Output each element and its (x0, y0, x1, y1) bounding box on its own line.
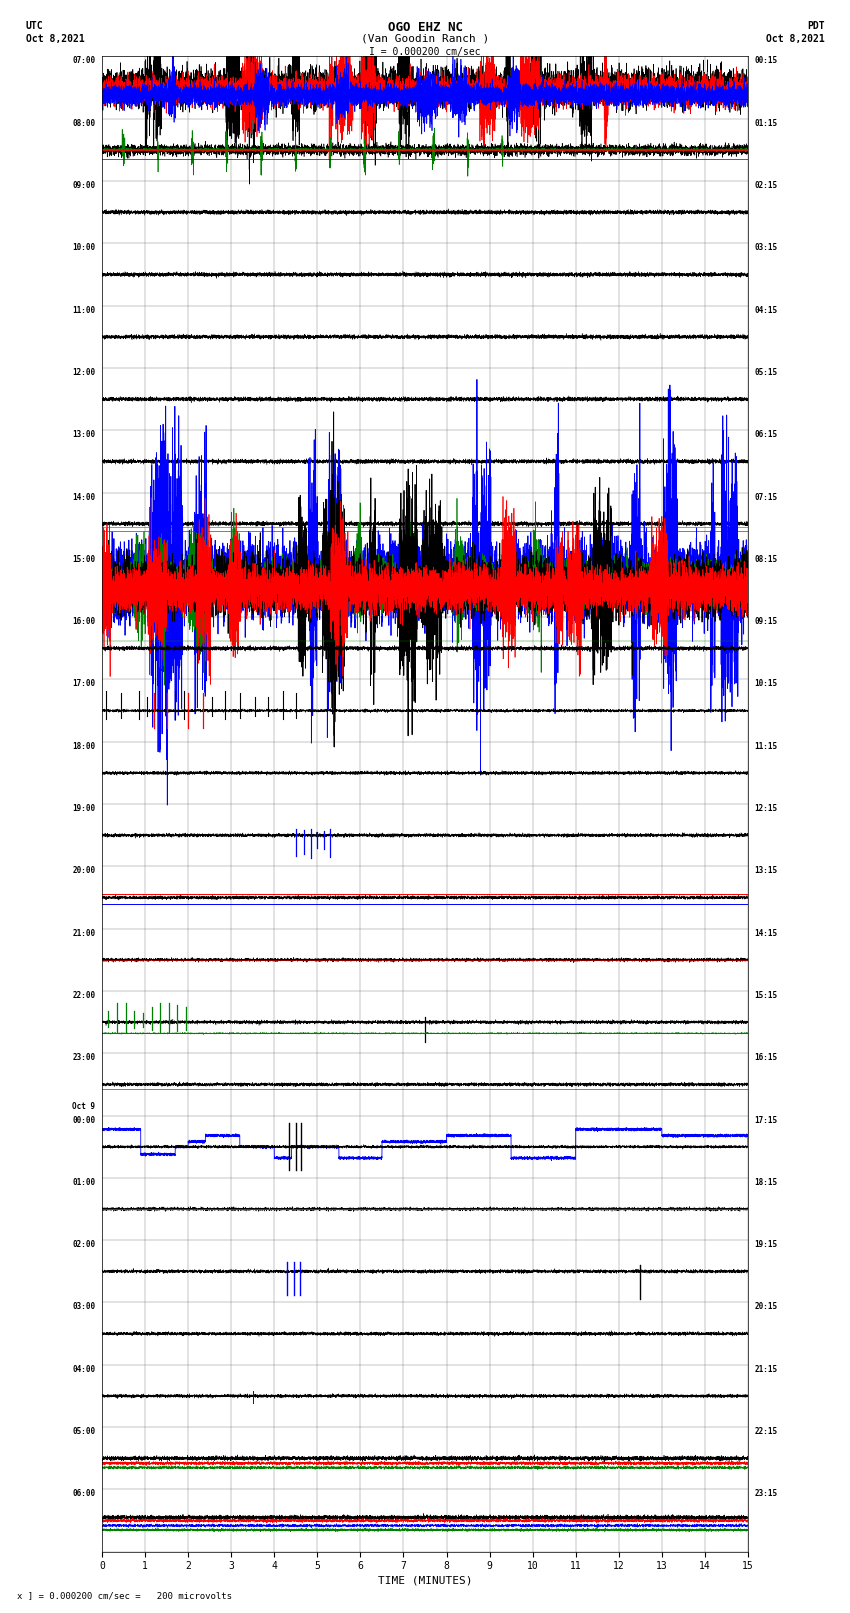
Text: 06:15: 06:15 (755, 431, 778, 439)
Text: 02:15: 02:15 (755, 181, 778, 190)
Text: 08:00: 08:00 (72, 119, 95, 127)
Text: 17:00: 17:00 (72, 679, 95, 689)
Text: 18:00: 18:00 (72, 742, 95, 750)
Text: 20:15: 20:15 (755, 1303, 778, 1311)
Text: x ] = 0.000200 cm/sec =   200 microvolts: x ] = 0.000200 cm/sec = 200 microvolts (17, 1590, 232, 1600)
Text: 21:00: 21:00 (72, 929, 95, 937)
Text: 15:00: 15:00 (72, 555, 95, 565)
Text: 00:00: 00:00 (72, 1116, 95, 1124)
Text: Oct 8,2021: Oct 8,2021 (26, 34, 84, 44)
Text: 23:00: 23:00 (72, 1053, 95, 1063)
Text: 20:00: 20:00 (72, 866, 95, 876)
Text: 10:00: 10:00 (72, 244, 95, 252)
X-axis label: TIME (MINUTES): TIME (MINUTES) (377, 1576, 473, 1586)
Text: 06:00: 06:00 (72, 1489, 95, 1498)
Text: (Van Goodin Ranch ): (Van Goodin Ranch ) (361, 34, 489, 44)
Text: 14:00: 14:00 (72, 492, 95, 502)
Text: 08:15: 08:15 (755, 555, 778, 565)
Text: 15:15: 15:15 (755, 990, 778, 1000)
Text: 03:15: 03:15 (755, 244, 778, 252)
Text: 07:15: 07:15 (755, 492, 778, 502)
Text: 09:00: 09:00 (72, 181, 95, 190)
Text: 22:00: 22:00 (72, 990, 95, 1000)
Text: 04:00: 04:00 (72, 1365, 95, 1374)
Text: 03:00: 03:00 (72, 1303, 95, 1311)
Text: 00:15: 00:15 (755, 56, 778, 66)
Text: 01:15: 01:15 (755, 119, 778, 127)
Text: 11:00: 11:00 (72, 306, 95, 315)
Text: 23:15: 23:15 (755, 1489, 778, 1498)
Text: 19:15: 19:15 (755, 1240, 778, 1248)
Text: OGO EHZ NC: OGO EHZ NC (388, 21, 462, 34)
Text: Oct 8,2021: Oct 8,2021 (766, 34, 824, 44)
Text: Oct 9: Oct 9 (72, 1102, 95, 1111)
Text: 17:15: 17:15 (755, 1116, 778, 1124)
Text: 13:15: 13:15 (755, 866, 778, 876)
Text: 18:15: 18:15 (755, 1177, 778, 1187)
Text: 11:15: 11:15 (755, 742, 778, 750)
Text: 21:15: 21:15 (755, 1365, 778, 1374)
Text: 02:00: 02:00 (72, 1240, 95, 1248)
Text: 19:00: 19:00 (72, 805, 95, 813)
Text: 16:00: 16:00 (72, 618, 95, 626)
Text: 10:15: 10:15 (755, 679, 778, 689)
Text: 07:00: 07:00 (72, 56, 95, 66)
Text: 04:15: 04:15 (755, 306, 778, 315)
Text: 05:15: 05:15 (755, 368, 778, 377)
Text: 05:00: 05:00 (72, 1428, 95, 1436)
Text: 16:15: 16:15 (755, 1053, 778, 1063)
Text: UTC: UTC (26, 21, 43, 31)
Text: I = 0.000200 cm/sec: I = 0.000200 cm/sec (369, 47, 481, 56)
Text: 12:15: 12:15 (755, 805, 778, 813)
Text: 12:00: 12:00 (72, 368, 95, 377)
Text: 14:15: 14:15 (755, 929, 778, 937)
Text: 22:15: 22:15 (755, 1428, 778, 1436)
Text: PDT: PDT (807, 21, 824, 31)
Text: 13:00: 13:00 (72, 431, 95, 439)
Text: 01:00: 01:00 (72, 1177, 95, 1187)
Text: 09:15: 09:15 (755, 618, 778, 626)
